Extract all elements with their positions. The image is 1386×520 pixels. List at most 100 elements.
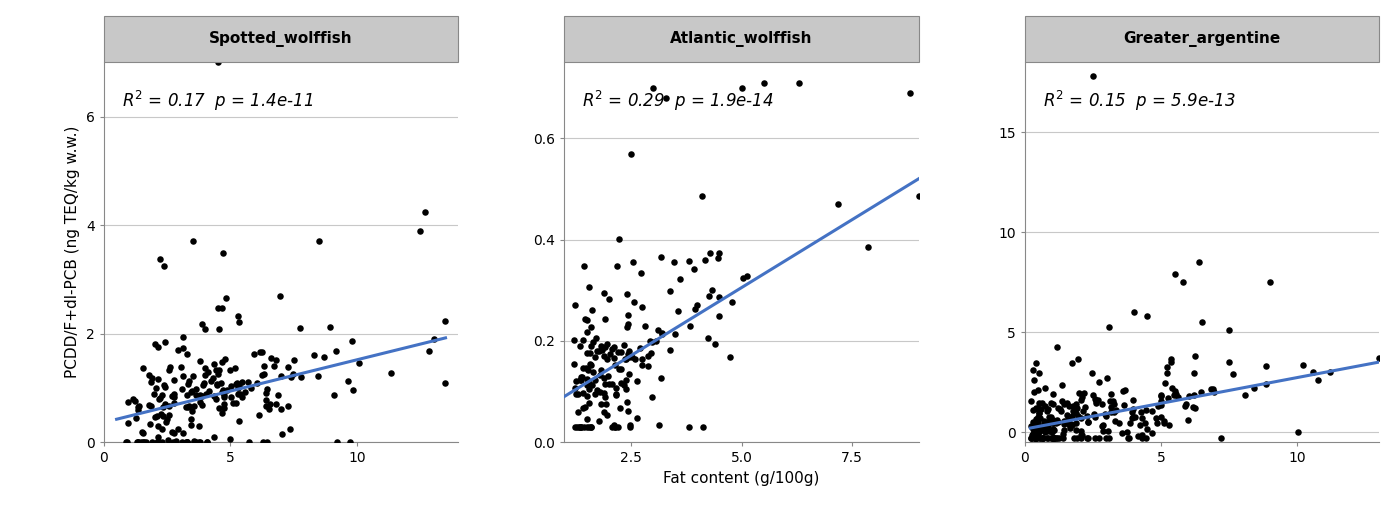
Point bbox=[128, 406, 150, 414]
Point bbox=[613, 341, 635, 349]
Point bbox=[146, 411, 168, 420]
Point bbox=[308, 371, 330, 380]
Point bbox=[283, 356, 305, 365]
Point bbox=[582, 368, 604, 376]
Point bbox=[265, 356, 287, 365]
Point bbox=[188, 438, 211, 446]
Point bbox=[140, 438, 162, 446]
Point bbox=[139, 420, 161, 428]
Point bbox=[151, 391, 173, 399]
Point bbox=[175, 402, 197, 411]
Point bbox=[1031, 434, 1053, 442]
Point bbox=[1030, 405, 1052, 413]
Point bbox=[1024, 434, 1046, 442]
Point bbox=[699, 249, 721, 257]
Point bbox=[1027, 405, 1049, 413]
Point bbox=[1052, 434, 1074, 442]
Point bbox=[184, 391, 207, 399]
Point bbox=[170, 385, 193, 394]
Point bbox=[161, 392, 183, 400]
Point bbox=[1077, 434, 1099, 442]
Point bbox=[1044, 434, 1066, 442]
Point bbox=[1071, 431, 1094, 439]
Point bbox=[1070, 427, 1092, 435]
Point bbox=[1153, 417, 1175, 425]
Point bbox=[1042, 434, 1064, 442]
Point bbox=[574, 262, 596, 270]
Point bbox=[1020, 434, 1042, 442]
Point bbox=[140, 378, 162, 386]
Point bbox=[182, 237, 204, 245]
Point bbox=[1105, 406, 1127, 414]
Point bbox=[380, 369, 402, 378]
Point bbox=[1218, 358, 1240, 366]
Point bbox=[633, 322, 656, 330]
Point bbox=[176, 438, 198, 446]
Point bbox=[721, 298, 743, 306]
Point bbox=[1164, 390, 1186, 398]
Point bbox=[610, 379, 632, 387]
Point bbox=[631, 355, 653, 363]
Point bbox=[1042, 434, 1064, 442]
Point bbox=[1070, 434, 1092, 442]
Point bbox=[211, 304, 233, 313]
Point bbox=[146, 384, 168, 393]
Point bbox=[574, 423, 596, 431]
Point bbox=[1191, 388, 1213, 396]
Point bbox=[176, 438, 198, 446]
Point bbox=[613, 381, 635, 389]
Point bbox=[614, 355, 636, 363]
Point bbox=[1254, 361, 1277, 370]
Point bbox=[578, 398, 600, 407]
Point bbox=[159, 363, 182, 371]
Point bbox=[270, 405, 292, 413]
Point bbox=[1062, 407, 1084, 415]
Point bbox=[692, 423, 714, 431]
Point bbox=[575, 348, 597, 357]
Point bbox=[157, 414, 179, 423]
Point bbox=[789, 79, 811, 87]
Point bbox=[188, 357, 211, 365]
Point bbox=[223, 363, 245, 372]
Point bbox=[1098, 434, 1120, 442]
Point bbox=[1038, 426, 1060, 435]
Point bbox=[180, 415, 202, 423]
Point bbox=[248, 411, 270, 419]
Point bbox=[719, 353, 742, 361]
Point bbox=[1027, 433, 1049, 441]
Point bbox=[607, 348, 629, 356]
Point bbox=[626, 377, 649, 385]
Point bbox=[1034, 384, 1056, 392]
Point bbox=[589, 371, 611, 380]
Point bbox=[1100, 403, 1123, 411]
Point bbox=[1064, 409, 1087, 417]
Point bbox=[141, 374, 164, 382]
Point bbox=[1038, 413, 1060, 421]
Point bbox=[563, 336, 585, 345]
Point bbox=[162, 391, 184, 399]
Point bbox=[202, 392, 225, 400]
Point bbox=[1023, 376, 1045, 384]
Point bbox=[251, 371, 273, 380]
Point bbox=[213, 391, 236, 399]
Point bbox=[1027, 399, 1049, 408]
Point bbox=[1021, 430, 1044, 438]
Point bbox=[1021, 434, 1044, 442]
Point bbox=[1117, 434, 1139, 442]
Point bbox=[1141, 407, 1163, 415]
Point bbox=[1064, 419, 1087, 427]
Point bbox=[252, 370, 274, 378]
Point bbox=[707, 254, 729, 262]
Point bbox=[617, 350, 639, 358]
Point bbox=[229, 417, 251, 425]
Point bbox=[579, 322, 602, 331]
Point bbox=[570, 342, 592, 350]
Point bbox=[644, 337, 667, 346]
Point bbox=[162, 428, 184, 437]
Point bbox=[638, 352, 660, 360]
Point bbox=[270, 430, 292, 438]
Point bbox=[579, 423, 602, 431]
Point bbox=[597, 372, 620, 380]
Point bbox=[1164, 270, 1186, 278]
Point bbox=[1062, 421, 1084, 429]
